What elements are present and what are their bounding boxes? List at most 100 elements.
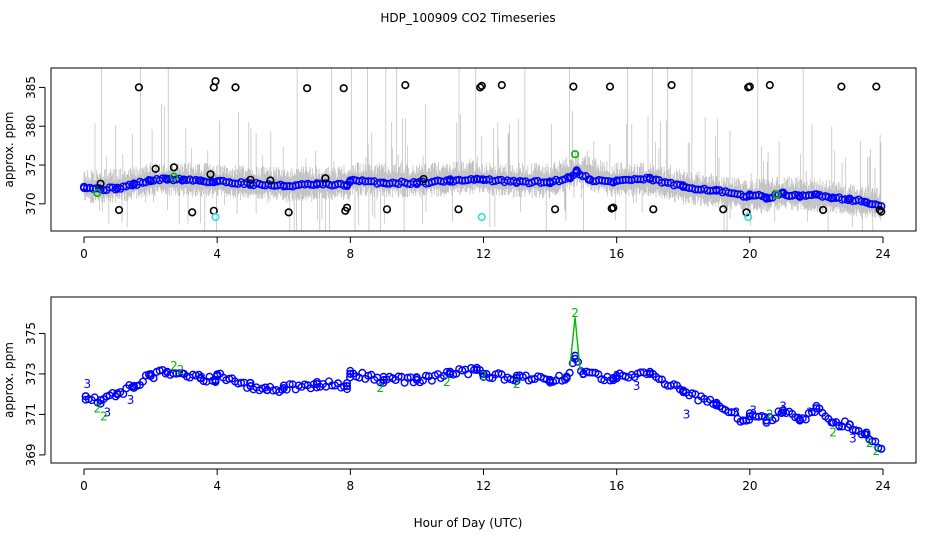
black-points-point: [837, 82, 846, 91]
blue-points-series: [79, 166, 886, 211]
blue-points-point: [860, 429, 869, 438]
black-points-point: [454, 205, 463, 214]
blue-points-point: [807, 408, 816, 417]
black-points-point: [151, 164, 160, 173]
blue-points-point: [194, 370, 203, 379]
series-label-2: 2: [93, 401, 101, 415]
series-label-3: 3: [103, 405, 111, 419]
black-points-point: [342, 203, 352, 212]
series-label-2: 2: [829, 426, 837, 440]
blue-points-point: [794, 413, 803, 422]
x-axis-label: Hour of Day (UTC): [414, 516, 523, 530]
green-points-point: [772, 190, 781, 199]
blue-points-point: [654, 375, 663, 384]
y-axis: 370 375 380 385 approx. ppm: [2, 76, 46, 215]
blue-points-point: [862, 428, 871, 437]
blue-points-point: [312, 383, 321, 392]
black-points-point: [231, 83, 240, 92]
top-panel: 0 4 8 12 16 20 24 370 375 380 385 approx. ppm: [2, 67, 917, 261]
series-label-3: 3: [806, 405, 814, 419]
blue-points-point: [574, 357, 583, 366]
series-label-3: 3: [83, 377, 91, 391]
black-points-point: [303, 84, 312, 93]
black-points-point: [569, 82, 578, 91]
cyan-points-point: [477, 212, 486, 222]
blue-points-point: [285, 380, 294, 389]
x-tick-label: 24: [875, 247, 890, 261]
plot-area: [79, 68, 886, 231]
blue-points-point: [868, 437, 877, 446]
cyan-points-point: [744, 212, 753, 222]
blue-points-point: [211, 377, 220, 386]
black-points-point: [609, 203, 618, 212]
series-label-2: 2: [571, 306, 579, 320]
y-tick-label: 373: [24, 362, 38, 385]
blue-points-point: [237, 378, 246, 387]
blue-points-point: [801, 415, 810, 424]
series-label-3: 3: [198, 371, 206, 385]
blue-points-point: [812, 404, 821, 413]
black-points-point: [745, 82, 754, 91]
cyan-points-series: [211, 212, 753, 222]
blue-points-point: [199, 377, 208, 386]
y-tick-label: 375: [24, 154, 38, 177]
blue-points-point: [771, 414, 780, 423]
black-points-point: [401, 80, 410, 90]
black-points-point: [550, 205, 560, 214]
blue-points-point: [727, 408, 736, 417]
x-axis: 0 4 8 12 16 20 24: [80, 236, 891, 261]
blue-points-point: [394, 372, 403, 381]
x-tick-label: 8: [347, 247, 355, 261]
x-tick-label: 12: [476, 479, 491, 493]
series-label-2: 2: [376, 381, 384, 395]
blue-points-point: [857, 197, 866, 206]
black-points-point: [188, 208, 197, 217]
blue-points-point: [464, 370, 473, 379]
x-tick-label: 20: [742, 247, 757, 261]
raw-range-bars: [83, 68, 882, 231]
black-points-point: [211, 77, 220, 86]
series-label-3: 3: [849, 432, 857, 446]
blue-points-point: [791, 190, 800, 199]
black-points-point: [477, 81, 486, 90]
x-tick-label: 4: [213, 247, 221, 261]
series-label-2: 2: [866, 436, 874, 450]
blue-points-point: [604, 177, 613, 186]
series-label-2: 2: [513, 377, 521, 391]
blue-points-point: [94, 184, 103, 193]
y-tick-label: 369: [24, 443, 38, 466]
black-points-point: [206, 170, 215, 179]
series-label-3: 3: [633, 379, 641, 393]
blue-points-point: [149, 374, 158, 383]
blue-points-series: [81, 351, 886, 453]
x-axis: 0 4 8 12 16 20 24: [80, 468, 891, 493]
black-points-point: [476, 83, 485, 92]
green-points-point: [570, 150, 580, 159]
blue-points-point: [155, 366, 164, 375]
black-points-point: [667, 80, 676, 90]
blue-points-point: [205, 178, 214, 187]
series-label-2: 2: [177, 363, 185, 377]
black-points-point: [96, 179, 105, 188]
series-label-3: 3: [127, 393, 135, 407]
blue-points-point: [278, 385, 287, 394]
blue-points-point: [421, 371, 430, 380]
plot-frame: [50, 67, 917, 232]
blue-points-point: [829, 418, 838, 427]
black-points-point: [266, 176, 275, 185]
series-label-2: 2: [170, 359, 178, 373]
black-points-point: [419, 174, 428, 184]
x-tick-label: 4: [213, 479, 221, 493]
series-label-2: 2: [100, 409, 108, 423]
x-tick-label: 12: [476, 247, 491, 261]
black-points-point: [649, 205, 658, 214]
blue-points-point: [376, 378, 385, 387]
blue-points-point: [246, 378, 255, 387]
blue-points-point: [485, 373, 494, 382]
y-axis: 369 371 373 375 approx. ppm: [2, 322, 46, 466]
peak-trace: [569, 317, 581, 370]
